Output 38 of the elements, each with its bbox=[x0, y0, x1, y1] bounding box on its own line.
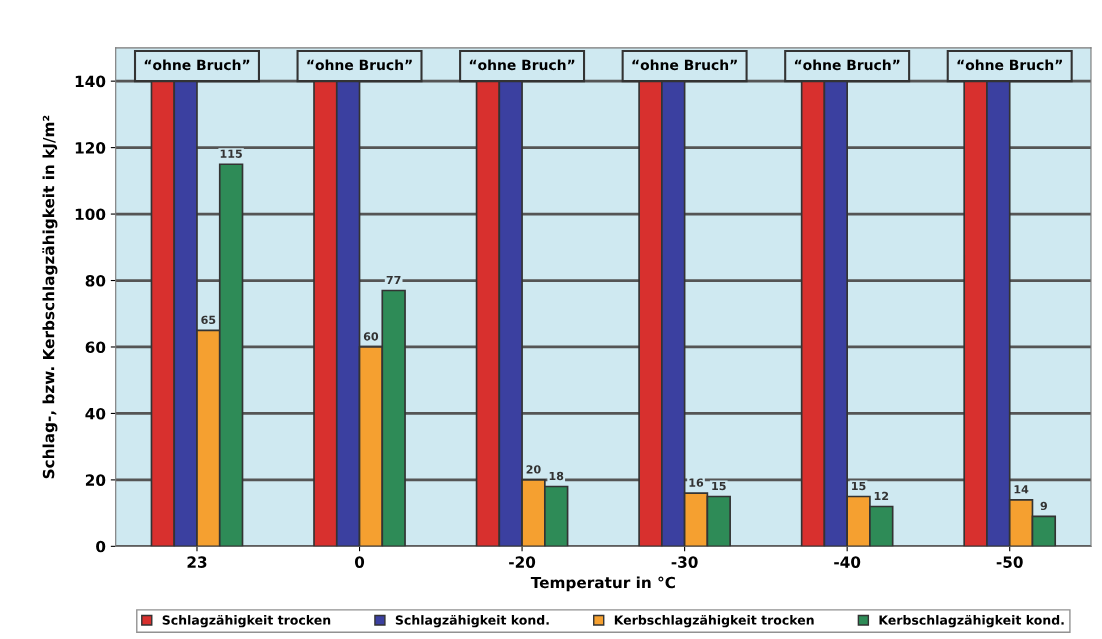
y-tick-label: 0 bbox=[96, 540, 106, 553]
y-tick-label: 40 bbox=[85, 407, 106, 420]
annotation: “ohne Bruch” bbox=[144, 59, 250, 71]
y-tick-label: 80 bbox=[85, 274, 106, 287]
legend-label: Schlagzähigkeit trocken bbox=[162, 614, 331, 628]
data-label: 60 bbox=[363, 332, 379, 341]
y-tick-label: 120 bbox=[75, 142, 106, 154]
legend-label: Schlagzähigkeit kond. bbox=[395, 614, 549, 628]
y-tick-label: 60 bbox=[85, 341, 106, 353]
x-tick-label: -30 bbox=[671, 556, 698, 568]
data-label: 12 bbox=[874, 491, 889, 500]
x-tick-label: 0 bbox=[354, 556, 365, 568]
data-label: 65 bbox=[201, 315, 216, 325]
data-label: 14 bbox=[1014, 485, 1029, 494]
x-tick-label: 23 bbox=[187, 556, 207, 568]
annotation: “ohne Bruch” bbox=[469, 59, 575, 71]
y-tick-label: 140 bbox=[75, 75, 106, 88]
data-label: 115 bbox=[220, 149, 242, 158]
data-label: 18 bbox=[549, 471, 564, 481]
x-tick-label: -50 bbox=[996, 556, 1023, 568]
data-label: 9 bbox=[1040, 501, 1047, 511]
x-tick-label: -20 bbox=[509, 556, 536, 568]
x-axis-title: Temperatur in °C bbox=[530, 576, 675, 592]
data-label: 77 bbox=[386, 275, 401, 285]
data-label: 16 bbox=[689, 478, 704, 487]
data-label: 15 bbox=[712, 481, 726, 491]
data-label: 15 bbox=[852, 481, 866, 491]
y-axis-title: Schlag-, bzw. Kerbschlagzähigkeit in kJ/m² bbox=[42, 115, 58, 479]
legend-label: Kerbschlagzähigkeit trocken bbox=[614, 614, 814, 628]
annotation: “ohne Bruch” bbox=[794, 59, 900, 71]
data-label: 20 bbox=[526, 465, 541, 474]
annotation: “ohne Bruch” bbox=[957, 59, 1062, 71]
annotation: “ohne Bruch” bbox=[632, 59, 737, 71]
annotation: “ohne Bruch” bbox=[307, 59, 412, 71]
y-tick-label: 100 bbox=[75, 208, 106, 221]
legend-label: Kerbschlagzähigkeit kond. bbox=[879, 614, 1064, 628]
y-tick-label: 20 bbox=[85, 474, 106, 486]
x-tick-label: -40 bbox=[834, 556, 861, 568]
